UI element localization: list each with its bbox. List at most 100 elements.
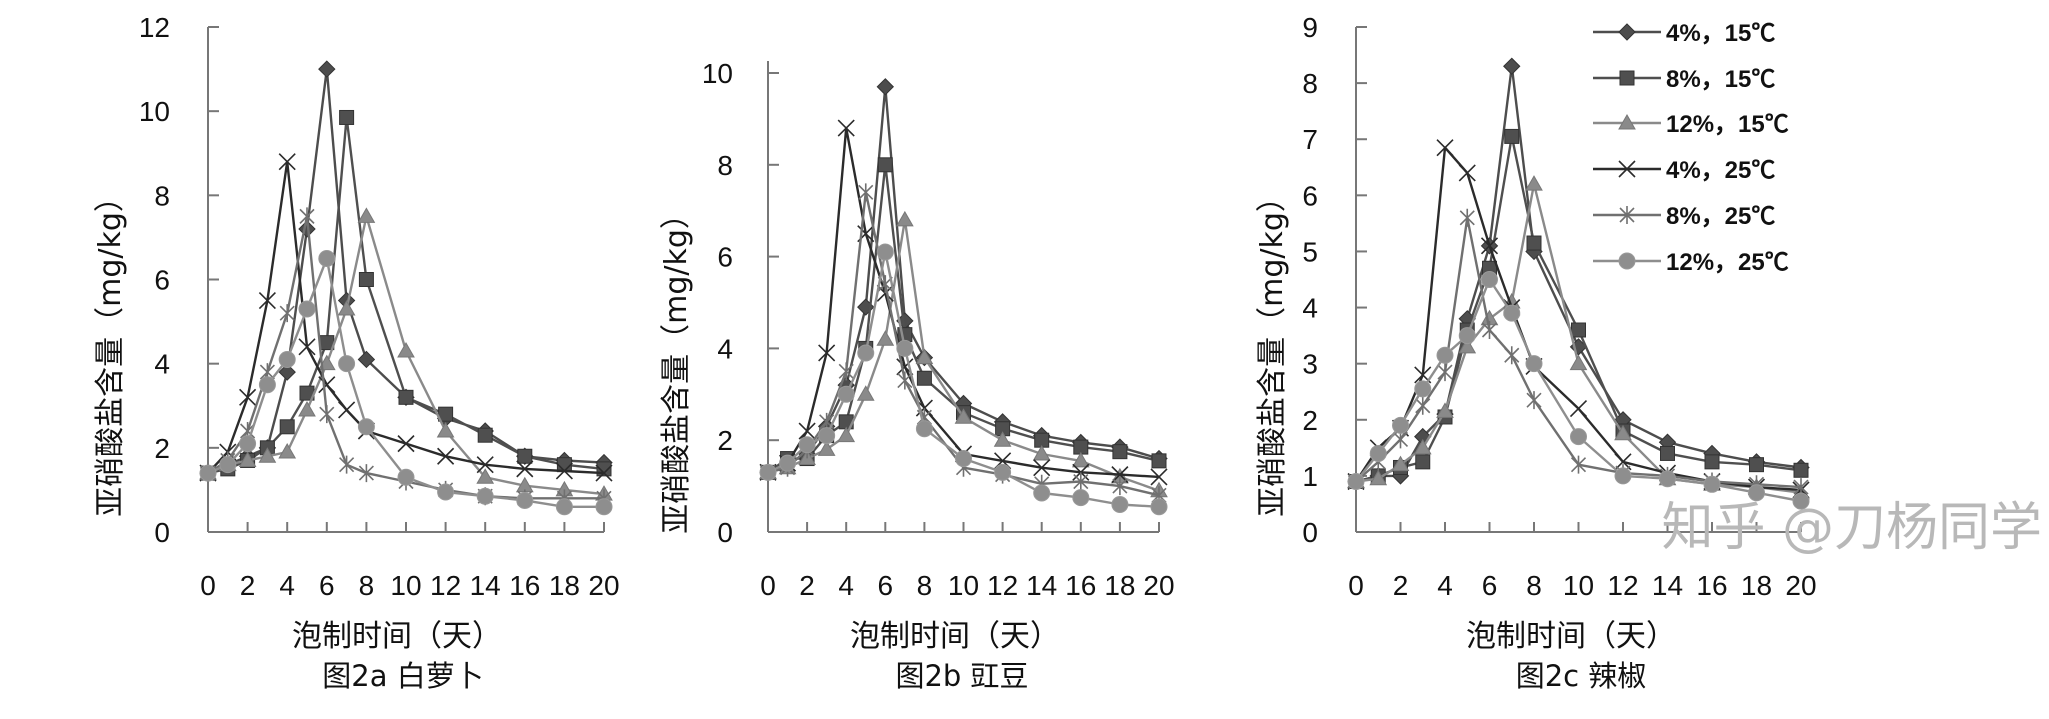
asterisk-marker	[279, 304, 295, 323]
triangle-marker	[1369, 469, 1388, 486]
square-marker	[477, 427, 493, 443]
circle-marker	[1072, 489, 1090, 507]
x-marker	[258, 291, 276, 310]
circle-marker	[476, 487, 494, 505]
circle-marker	[994, 463, 1012, 481]
circle-marker	[1703, 475, 1721, 493]
x-marker	[318, 376, 336, 394]
y-tick-label: 12	[139, 12, 170, 43]
square-marker	[1112, 444, 1128, 460]
square-marker	[1749, 457, 1764, 473]
x-marker	[1033, 459, 1051, 477]
y-tick-label: 6	[1302, 180, 1318, 211]
square-marker	[1704, 454, 1720, 470]
series-6	[759, 243, 1168, 516]
y-tick-label: 5	[1302, 236, 1318, 267]
triangle-marker	[954, 408, 973, 424]
triangle-marker	[436, 421, 455, 438]
asterisk-marker	[319, 405, 335, 424]
legend-label: 12%，25℃	[1666, 249, 1789, 276]
circle-marker	[1111, 495, 1129, 513]
x-tick-label: 0	[200, 570, 216, 601]
x-marker	[595, 464, 613, 482]
asterisk-marker	[1570, 455, 1587, 474]
triangle-marker	[258, 447, 277, 463]
series-3	[199, 207, 613, 501]
circle-marker	[1659, 470, 1676, 488]
asterisk-marker	[1459, 208, 1475, 227]
series-4	[199, 153, 613, 482]
x-tick-label: 8	[359, 570, 375, 601]
x-marker	[818, 344, 836, 362]
square-marker	[1793, 462, 1809, 478]
y-tick-label: 9	[1302, 12, 1318, 43]
x-marker	[1569, 399, 1588, 418]
triangle-marker	[1071, 451, 1090, 468]
legend-label: 8%，25℃	[1666, 203, 1775, 230]
square-marker	[1571, 322, 1586, 338]
square-marker	[877, 157, 893, 173]
x-tick-label: 18	[1741, 570, 1772, 601]
x-axis-title: 泡制时间（天）	[850, 619, 1060, 654]
triangle-marker	[837, 426, 856, 443]
circle-marker	[1392, 416, 1409, 434]
asterisk-marker	[339, 455, 355, 474]
watermark: 知乎 @刀杨同学	[1661, 498, 2042, 558]
legend-label: 4%，15℃	[1666, 20, 1775, 47]
series-2	[1348, 128, 1809, 489]
y-tick-label: 2	[1302, 405, 1318, 436]
y-tick-label: 4	[717, 333, 733, 364]
diamond-marker	[278, 363, 296, 381]
x-tick-label: 12	[987, 570, 1018, 601]
circle-marker	[437, 483, 455, 501]
x-tick-label: 4	[838, 570, 854, 601]
asterisk-marker	[1073, 472, 1089, 491]
triangle-marker	[817, 440, 836, 456]
square-marker	[517, 448, 533, 464]
legend-label: 8%，15℃	[1666, 66, 1775, 93]
circle-marker	[1525, 355, 1543, 373]
asterisk-marker	[1526, 391, 1542, 410]
x-marker	[798, 422, 816, 440]
y-tick-label: 8	[154, 180, 170, 211]
circle-marker	[896, 339, 914, 357]
x-tick-label: 6	[319, 570, 335, 601]
asterisk-marker	[299, 207, 315, 226]
x-marker	[239, 388, 257, 406]
circle-marker	[318, 249, 336, 267]
asterisk-marker	[838, 362, 854, 381]
series-1	[199, 60, 613, 482]
circle-marker	[759, 463, 777, 481]
circle-marker	[1618, 252, 1636, 270]
x-tick-label: 16	[1065, 570, 1096, 601]
y-axis-title: 亚硝酸盐含量（mg/kg）	[93, 182, 128, 517]
triangle-marker	[895, 210, 914, 227]
y-tick-label: 8	[717, 150, 733, 181]
triangle-marker	[476, 468, 495, 484]
x-tick-label: 14	[1652, 570, 1683, 601]
asterisk-marker	[1437, 363, 1453, 382]
legend-item: 12%，25℃	[1593, 249, 1789, 276]
circle-marker	[1150, 498, 1168, 516]
y-tick-label: 6	[154, 265, 170, 296]
square-marker	[1415, 454, 1431, 470]
circle-marker	[1481, 271, 1498, 288]
y-tick-label: 8	[1302, 68, 1318, 99]
asterisk-marker	[358, 464, 374, 483]
triangle-marker	[1569, 354, 1588, 371]
x-tick-label: 14	[470, 570, 501, 601]
square-marker	[339, 109, 355, 125]
circle-marker	[915, 420, 933, 438]
y-tick-label: 1	[1302, 461, 1318, 492]
series-6	[199, 249, 613, 516]
triangle-marker	[298, 400, 316, 417]
triangle-marker	[357, 207, 376, 223]
circle-marker	[1458, 327, 1476, 345]
x-tick-label: 10	[1563, 570, 1594, 601]
legend-item: 4%，15℃	[1593, 20, 1775, 47]
square-marker	[398, 389, 414, 405]
triangle-marker	[337, 299, 356, 316]
asterisk-marker	[1112, 477, 1128, 496]
